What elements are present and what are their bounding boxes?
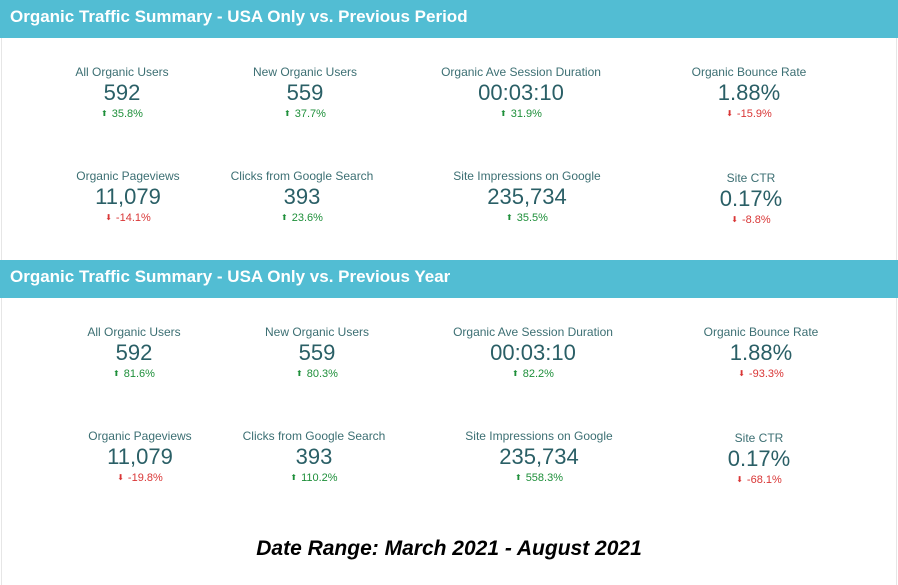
scorecard-clicks-google[interactable]: Clicks from Google Search 393 ⬆ 110.2% (214, 428, 414, 486)
scorecard-value: 00:03:10 (490, 340, 576, 365)
arrow-down-icon: ⬇ (736, 475, 743, 484)
section-header-previous-year: Organic Traffic Summary - USA Only vs. P… (0, 260, 898, 298)
scorecard-value: 00:03:10 (478, 80, 564, 105)
scorecard-delta: ⬇ -8.8% (731, 214, 771, 226)
arrow-down-icon: ⬇ (738, 369, 745, 378)
scorecard-delta: ⬆ 82.2% (512, 368, 554, 380)
scorecard-site-impressions[interactable]: Site Impressions on Google 235,734 ⬆ 35.5… (427, 168, 627, 226)
scorecard-value: 592 (115, 340, 153, 365)
scorecard-delta: ⬆ 558.3% (514, 472, 563, 484)
arrow-up-icon: ⬆ (101, 109, 108, 118)
scorecard-label: Organic Pageviews (88, 429, 192, 443)
scorecard-session-duration[interactable]: Organic Ave Session Duration 00:03:10 ⬆ 8… (433, 324, 633, 382)
scorecard-label: Organic Pageviews (76, 169, 180, 183)
arrow-down-icon: ⬇ (105, 213, 112, 222)
scorecard-all-organic-users[interactable]: All Organic Users 592 ⬆ 35.8% (22, 64, 222, 122)
scorecard-value: 393 (295, 444, 333, 469)
scorecard-label: Clicks from Google Search (242, 429, 386, 443)
scorecard-label: Organic Ave Session Duration (453, 325, 613, 339)
scorecard-label: Clicks from Google Search (230, 169, 374, 183)
scorecard-label: All Organic Users (87, 325, 181, 339)
scorecard-label: Organic Ave Session Duration (441, 65, 601, 79)
scorecard-site-impressions[interactable]: Site Impressions on Google 235,734 ⬆ 558.… (439, 428, 639, 486)
scorecard-bounce-rate[interactable]: Organic Bounce Rate 1.88% ⬇ -15.9% (649, 64, 849, 122)
scorecard-label: All Organic Users (75, 65, 169, 79)
scorecard-value: 235,734 (487, 184, 567, 209)
arrow-up-icon: ⬆ (512, 369, 519, 378)
scorecard-delta: ⬆ 23.6% (281, 212, 323, 224)
scorecard-value: 11,079 (107, 444, 173, 469)
scorecard-clicks-google[interactable]: Clicks from Google Search 393 ⬆ 23.6% (202, 168, 402, 226)
date-range-caption: Date Range: March 2021 - August 2021 (256, 537, 642, 560)
section-header-previous-period: Organic Traffic Summary - USA Only vs. P… (0, 0, 898, 38)
arrow-down-icon: ⬇ (117, 473, 124, 482)
scorecard-new-organic-users[interactable]: New Organic Users 559 ⬆ 80.3% (217, 324, 417, 382)
section-title: Organic Traffic Summary - USA Only vs. P… (10, 7, 468, 26)
scorecard-delta: ⬆ 31.9% (500, 108, 542, 120)
scorecard-value: 0.17% (727, 446, 791, 471)
scorecard-delta: ⬆ 37.7% (284, 108, 326, 120)
scorecard-delta: ⬆ 35.8% (101, 108, 143, 120)
scorecard-organic-pageviews[interactable]: Organic Pageviews 11,079 ⬇ -14.1% (28, 168, 228, 226)
scorecard-site-ctr[interactable]: Site CTR 0.17% ⬇ -68.1% (659, 430, 859, 488)
scorecard-organic-pageviews[interactable]: Organic Pageviews 11,079 ⬇ -19.8% (40, 428, 240, 486)
scorecard-delta: ⬇ -68.1% (736, 474, 782, 486)
scorecard-value: 1.88% (729, 340, 793, 365)
arrow-up-icon: ⬆ (506, 213, 513, 222)
scorecard-label: Site Impressions on Google (465, 429, 613, 443)
scorecard-label: New Organic Users (252, 65, 358, 79)
scorecard-label: Organic Bounce Rate (703, 325, 819, 339)
arrow-up-icon: ⬆ (281, 213, 288, 222)
scorecard-value: 559 (286, 80, 324, 105)
scorecard-delta: ⬆ 110.2% (290, 472, 338, 484)
arrow-up-icon: ⬆ (296, 369, 303, 378)
arrow-up-icon: ⬆ (290, 473, 298, 482)
scorecard-label: Site CTR (726, 171, 776, 185)
scorecard-grid-previous-year: All Organic Users 592 ⬆ 81.6% New Organic… (1, 298, 897, 585)
scorecard-session-duration[interactable]: Organic Ave Session Duration 00:03:10 ⬆ 3… (421, 64, 621, 122)
arrow-down-icon: ⬇ (726, 109, 733, 118)
scorecard-delta: ⬇ -19.8% (117, 472, 163, 484)
arrow-down-icon: ⬇ (731, 215, 738, 224)
scorecard-label: Site Impressions on Google (453, 169, 601, 183)
scorecard-label: Site CTR (734, 431, 784, 445)
scorecard-delta: ⬇ -14.1% (105, 212, 151, 224)
scorecard-delta: ⬆ 35.5% (506, 212, 548, 224)
scorecard-value: 235,734 (499, 444, 579, 469)
scorecard-value: 0.17% (719, 186, 783, 211)
scorecard-delta: ⬆ 81.6% (113, 368, 155, 380)
scorecard-delta: ⬇ -93.3% (738, 368, 784, 380)
scorecard-value: 11,079 (95, 184, 161, 209)
arrow-up-icon: ⬆ (284, 109, 291, 118)
scorecard-site-ctr[interactable]: Site CTR 0.17% ⬇ -8.8% (651, 170, 851, 228)
arrow-up-icon: ⬆ (500, 109, 507, 118)
scorecard-label: New Organic Users (264, 325, 370, 339)
scorecard-value: 1.88% (717, 80, 781, 105)
scorecard-label: Organic Bounce Rate (691, 65, 807, 79)
section-title: Organic Traffic Summary - USA Only vs. P… (10, 267, 451, 286)
scorecard-value: 559 (298, 340, 336, 365)
arrow-up-icon: ⬆ (514, 473, 522, 482)
scorecard-delta: ⬆ 80.3% (296, 368, 338, 380)
scorecard-new-organic-users[interactable]: New Organic Users 559 ⬆ 37.7% (205, 64, 405, 122)
scorecard-bounce-rate[interactable]: Organic Bounce Rate 1.88% ⬇ -93.3% (661, 324, 861, 382)
scorecard-all-organic-users[interactable]: All Organic Users 592 ⬆ 81.6% (34, 324, 234, 382)
scorecard-delta: ⬇ -15.9% (726, 108, 772, 120)
scorecard-value: 592 (103, 80, 141, 105)
arrow-up-icon: ⬆ (113, 369, 120, 378)
scorecard-grid-previous-period: All Organic Users 592 ⬆ 35.8% New Organic… (1, 38, 897, 260)
scorecard-value: 393 (283, 184, 321, 209)
